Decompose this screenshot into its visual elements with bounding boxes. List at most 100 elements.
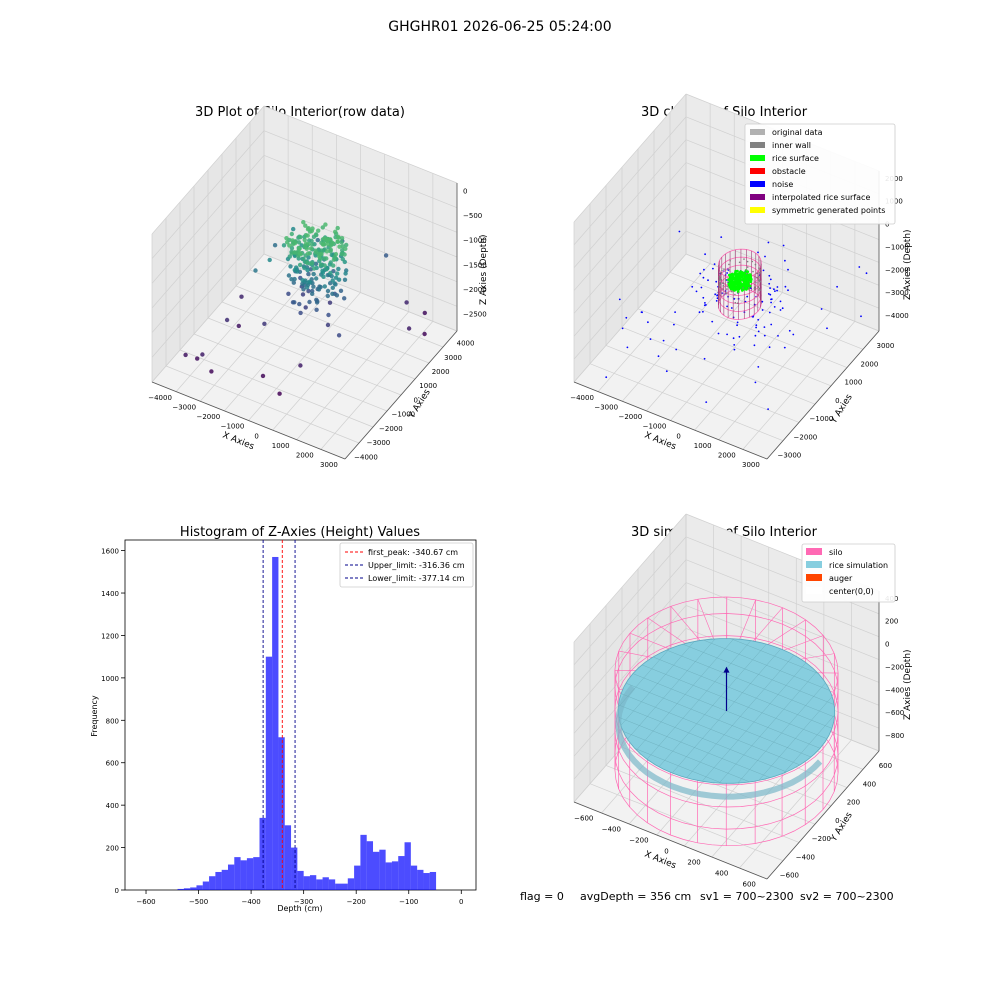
histogram-bar [265, 656, 273, 890]
rice-mesh-line [783, 714, 835, 774]
raw-point [284, 236, 289, 241]
z-tick-label: −1500 [463, 261, 487, 269]
raw-point [318, 262, 324, 267]
grid-line [235, 285, 430, 364]
y-tick-label: 0 [115, 887, 119, 895]
classify-z-label: Z Axies (Depth) [903, 229, 913, 300]
rice-surface-point [748, 274, 752, 277]
noise-point [746, 295, 749, 298]
grid-line [637, 308, 832, 387]
rice-surface-point [739, 270, 742, 274]
grid-line [669, 271, 864, 350]
classify-y-label: Y Axies [829, 392, 855, 426]
raw-point [290, 242, 296, 247]
noise-point [715, 280, 718, 283]
histogram-bar [373, 851, 380, 890]
histogram-bar [360, 834, 367, 890]
simulation-rice-surface [615, 638, 836, 800]
raw-point [330, 285, 335, 290]
noise-point [753, 344, 756, 347]
noise-point [768, 311, 771, 314]
center-marker [723, 666, 730, 673]
raw-point [314, 276, 319, 281]
raw-point [342, 252, 347, 257]
inner-wall-point [754, 263, 757, 266]
noise-point [757, 318, 760, 321]
noise-point [752, 316, 754, 318]
histogram-bar [303, 876, 310, 890]
raw-point [317, 254, 322, 259]
rice-surface-point [730, 281, 734, 284]
inner-wall-point [738, 261, 741, 264]
histogram-bar [183, 888, 191, 890]
status-flag: flag = 0 [520, 890, 564, 903]
rice-mesh-line [703, 639, 830, 691]
raw-point [343, 271, 348, 276]
noise-point [695, 290, 698, 293]
histogram-bar [341, 883, 348, 890]
legend-label: symmetric generated points [772, 206, 885, 215]
noise-point [779, 309, 782, 311]
noise-point [732, 337, 735, 340]
rice-surface-point [737, 285, 741, 288]
raw-point [336, 333, 342, 338]
noise-point [768, 282, 771, 285]
noise-point [715, 300, 718, 302]
grid-line [179, 349, 374, 428]
noise-point [700, 286, 703, 289]
raw-point [305, 251, 311, 256]
raw-point [272, 243, 278, 248]
raw-point [298, 310, 303, 316]
noise-point [702, 276, 705, 279]
histogram-bar [429, 871, 437, 890]
raw-point [209, 369, 214, 374]
rice-surface-point [728, 283, 731, 287]
noise-point [777, 335, 779, 337]
raw-point [300, 292, 306, 297]
legend-swatch [750, 155, 765, 161]
raw-point [313, 232, 319, 237]
raw-point [285, 240, 290, 245]
grid-line [718, 311, 832, 440]
noise-point [703, 268, 705, 271]
status-line: flag = 0 avgDepth = 356 cm sv1 = 700~230… [520, 890, 894, 903]
y-tick-label: 3000 [876, 342, 894, 350]
noise-point [704, 253, 706, 256]
raw-point [183, 352, 188, 358]
raw-point [305, 227, 311, 232]
grid-line [685, 230, 880, 309]
x-tick-label: 0 [676, 432, 680, 440]
noise-point [784, 285, 787, 288]
noise-point [769, 293, 772, 296]
noise-point [673, 323, 675, 326]
raw-point [301, 220, 306, 225]
raw-point [304, 246, 309, 251]
x-tick-label: −4000 [148, 394, 172, 402]
raw-point [315, 237, 320, 243]
grid-line [151, 204, 265, 333]
legend-swatch [806, 574, 822, 581]
z-tick-label: −1000 [463, 237, 487, 245]
raw-point [305, 267, 310, 273]
rice-surface-point [738, 282, 742, 286]
noise-point [763, 326, 766, 328]
raw-point [330, 291, 335, 296]
noise-point [703, 357, 706, 360]
noise-point [770, 298, 773, 300]
noise-point [860, 315, 862, 318]
inner-wall-point [757, 289, 760, 291]
histogram-legend: first_peak: -340.67 cm Upper_limit: -316.… [339, 542, 474, 588]
raw-point [307, 279, 312, 284]
inner-wall-point [759, 269, 761, 271]
inner-wall-point [756, 276, 758, 279]
histogram-bar [291, 847, 298, 890]
x-tick-label: 0 [664, 848, 668, 856]
histogram-bar [309, 875, 317, 890]
noise-point [726, 272, 728, 274]
legend-label: auger [829, 574, 853, 583]
raw-point [322, 284, 327, 289]
histogram-title: Histogram of Z-Axies (Height) Values [180, 525, 420, 540]
x-tick-label: 1000 [272, 442, 290, 450]
raw-point [325, 322, 331, 328]
raw-point [325, 241, 330, 247]
